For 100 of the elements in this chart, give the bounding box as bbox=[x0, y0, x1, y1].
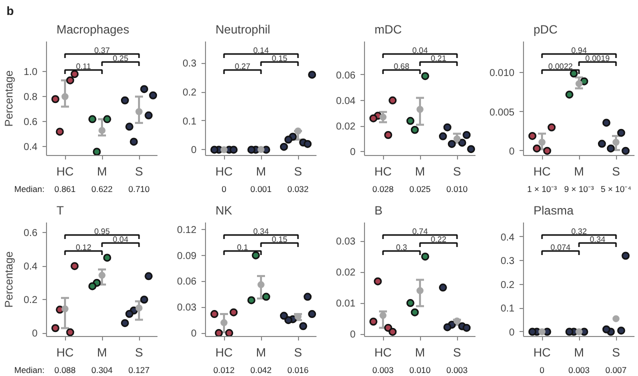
text: 0.010 bbox=[446, 184, 468, 194]
annotation: 0.32 bbox=[571, 227, 588, 236]
y-tick-label: 0.01 bbox=[336, 298, 356, 310]
annotation: 0.0019 bbox=[585, 54, 610, 64]
text: 1 × 10⁻³ bbox=[527, 184, 558, 194]
x-tick-label: M bbox=[415, 346, 425, 360]
x-tick-label: HC bbox=[56, 346, 74, 360]
y-tick-label: 0.09 bbox=[177, 250, 197, 262]
x-tick-label: M bbox=[97, 164, 107, 178]
y-tick-label: 0.12 bbox=[177, 224, 197, 236]
x-tick-label: M bbox=[415, 164, 425, 178]
y-tick-label: 0.03 bbox=[336, 236, 356, 248]
text: 5 × 10⁻⁴ bbox=[600, 184, 632, 194]
chart-title: NK bbox=[216, 204, 232, 218]
annotation: 0.15 bbox=[272, 54, 288, 64]
text: 0.127 bbox=[128, 365, 150, 375]
chart-title: Plasma bbox=[534, 204, 574, 218]
chart-title: Macrophages bbox=[56, 22, 130, 36]
text: 0.007 bbox=[605, 365, 627, 375]
y-tick-label: 0.4 bbox=[24, 262, 38, 273]
chart-title: T bbox=[56, 204, 64, 218]
x-tick-label: HC bbox=[533, 346, 551, 360]
x-tick-label: M bbox=[574, 346, 584, 360]
annotation: 0.14 bbox=[253, 46, 270, 56]
chart-title: B bbox=[374, 204, 383, 218]
y-axis-title: Percentage bbox=[4, 251, 16, 308]
annotation: 0.34 bbox=[590, 235, 606, 244]
x-tick-label: HC bbox=[215, 164, 233, 178]
chart-title: Neutrophil bbox=[216, 22, 270, 36]
annotation: 0.74 bbox=[412, 227, 428, 236]
text: 9 × 10⁻³ bbox=[564, 184, 594, 194]
y-tick-label: 0.6 bbox=[24, 228, 38, 240]
text: 0 bbox=[222, 184, 227, 194]
annotation: 0.3 bbox=[396, 243, 408, 252]
x-tick-label: S bbox=[612, 346, 620, 360]
text: 0.042 bbox=[250, 365, 272, 375]
text: b bbox=[6, 4, 14, 18]
annotation: 0.94 bbox=[571, 46, 588, 56]
text: 0.622 bbox=[91, 184, 113, 194]
text: 0.003 bbox=[568, 365, 590, 375]
text: 0.861 bbox=[54, 184, 76, 194]
y-tick-label: 0.03 bbox=[177, 302, 197, 314]
x-tick-label: M bbox=[256, 346, 266, 360]
text: 0.012 bbox=[213, 365, 235, 375]
x-tick-label: S bbox=[453, 164, 462, 178]
annotation: 0.11 bbox=[76, 62, 92, 71]
text: 0.003 bbox=[446, 365, 468, 375]
text: 0.304 bbox=[91, 365, 113, 375]
text: 0.710 bbox=[128, 184, 150, 194]
y-tick-label: 0.3 bbox=[500, 256, 515, 267]
y-tick-label: 0.06 bbox=[336, 70, 356, 82]
y-tick-label: 0.4 bbox=[24, 142, 38, 154]
y-tick-label: 0.8 bbox=[24, 92, 38, 104]
x-tick-label: S bbox=[453, 346, 462, 360]
x-tick-label: HC bbox=[374, 346, 392, 360]
text: 0.088 bbox=[54, 365, 76, 375]
x-tick-label: M bbox=[97, 346, 107, 360]
annotation: 0.27 bbox=[234, 62, 251, 71]
x-tick-label: M bbox=[256, 164, 266, 178]
text: 0.016 bbox=[287, 365, 309, 375]
y-tick-label: 0.02 bbox=[336, 122, 356, 133]
annotation: 0.22 bbox=[430, 235, 447, 244]
chart-title: mDC bbox=[374, 22, 402, 36]
annotation: 0.25 bbox=[112, 54, 129, 64]
y-tick-label: 0 bbox=[350, 330, 356, 341]
y-tick-label: 0.2 bbox=[500, 280, 515, 291]
x-tick-label: HC bbox=[215, 346, 233, 360]
y-tick-label: 0.2 bbox=[182, 88, 197, 99]
annotation: 0.34 bbox=[253, 227, 270, 236]
annotation: 0.21 bbox=[430, 54, 447, 64]
text: Median: bbox=[14, 184, 45, 194]
text: 0.010 bbox=[409, 365, 431, 375]
annotation: 0.0022 bbox=[548, 62, 574, 71]
y-tick-label: 0 bbox=[32, 328, 38, 340]
y-tick-label: 0.1 bbox=[500, 304, 515, 314]
y-tick-label: 0.1 bbox=[182, 116, 197, 128]
x-tick-label: S bbox=[612, 164, 620, 178]
y-tick-label: 0.02 bbox=[336, 268, 356, 279]
y-tick-label: 0.04 bbox=[336, 96, 356, 107]
annotation: 0.04 bbox=[112, 235, 129, 244]
x-tick-label: HC bbox=[374, 164, 392, 178]
text: 0.025 bbox=[409, 184, 431, 194]
y-tick-label: 0 bbox=[190, 145, 197, 156]
text: 0.001 bbox=[250, 184, 272, 194]
x-tick-label: S bbox=[294, 164, 302, 178]
y-tick-label: 0 bbox=[350, 147, 356, 158]
x-tick-label: S bbox=[294, 346, 302, 360]
y-tick-label: 0.06 bbox=[177, 276, 197, 288]
x-tick-label: S bbox=[135, 164, 144, 178]
x-tick-label: HC bbox=[533, 164, 551, 178]
annotation: 0.37 bbox=[94, 46, 110, 56]
annotation: 0.95 bbox=[94, 227, 110, 236]
x-tick-label: S bbox=[135, 346, 144, 360]
annotation: 0.15 bbox=[272, 235, 288, 244]
text: Median: bbox=[14, 365, 45, 375]
annotation: 0.12 bbox=[76, 243, 92, 252]
chart-title: pDC bbox=[534, 22, 558, 36]
y-tick-label: 0 bbox=[508, 327, 515, 338]
text: 0.003 bbox=[372, 365, 394, 375]
annotation: 0.68 bbox=[394, 62, 410, 71]
